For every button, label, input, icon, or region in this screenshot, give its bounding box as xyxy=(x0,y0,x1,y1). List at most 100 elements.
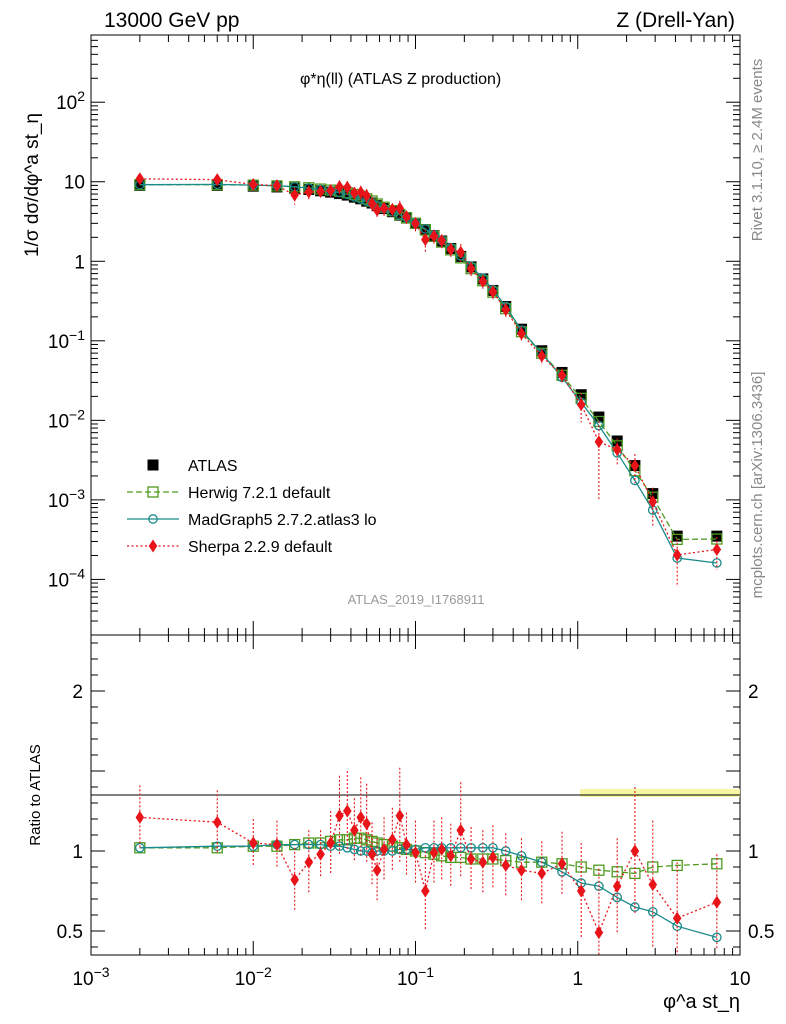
y-tick-label: 10−4 xyxy=(48,565,85,591)
madgraph-main-point xyxy=(630,475,640,486)
sherpa-ratio-point xyxy=(367,847,377,861)
sherpa-ratio-point xyxy=(135,810,145,824)
sherpa-ratio-point xyxy=(630,844,640,858)
sherpa-main-point xyxy=(712,542,722,556)
ratio-y-tick-label: 1 xyxy=(72,842,83,863)
madgraph-ratio-point xyxy=(647,906,658,917)
sherpa-main-point xyxy=(362,189,371,203)
atlas-main-point xyxy=(711,530,723,542)
sherpa-ratio-point xyxy=(326,836,335,850)
sherpa-main-point xyxy=(421,233,430,247)
sherpa-ratio-point xyxy=(466,852,476,866)
ratio-reference-band xyxy=(580,789,740,797)
sherpa-main-point xyxy=(557,368,567,382)
sherpa-ratio-point xyxy=(712,895,722,909)
sherpa-main-point xyxy=(367,197,377,211)
madgraph-ratio-point xyxy=(134,842,145,853)
x-tick-label: 1 xyxy=(572,969,583,990)
sherpa-ratio-point xyxy=(537,866,547,880)
sherpa-main-point xyxy=(388,202,397,216)
sherpa-main-point xyxy=(395,201,405,215)
sherpa-main-point xyxy=(402,210,411,224)
y-tick-label: 10−1 xyxy=(48,327,85,353)
ratio-y-tick-label: 2 xyxy=(72,682,83,703)
ratio-series-group xyxy=(134,767,723,955)
sherpa-main-point xyxy=(248,177,258,191)
madgraph-ratio-point xyxy=(612,892,623,903)
x-tick-label: 10 xyxy=(729,969,750,990)
atlas-legend-marker xyxy=(147,459,159,471)
sherpa-ratio-point xyxy=(429,846,439,860)
atlas-main-point xyxy=(647,488,659,500)
x-axis-title-text: φ^a st_η xyxy=(663,991,740,1013)
sherpa-main-point xyxy=(411,217,420,231)
sherpa-ratio-point xyxy=(272,838,282,852)
analysis-watermark: ATLAS_2019_I1768911 xyxy=(348,592,485,607)
sherpa-ratio-point xyxy=(356,810,366,824)
sherpa-main-point xyxy=(350,186,359,200)
x-tick-label: 10−1 xyxy=(397,964,434,990)
chart-title: φ*η(ll) (ATLAS Z production) xyxy=(300,71,501,88)
sherpa-main-point xyxy=(372,203,382,217)
sherpa-ratio-point xyxy=(612,879,622,893)
header-left: 13000 GeV pp xyxy=(104,9,239,32)
sherpa-main-point xyxy=(326,183,335,197)
sherpa-ratio-point xyxy=(350,823,359,837)
sherpa-ratio-point xyxy=(402,838,411,852)
sherpa-main-point xyxy=(290,188,299,202)
sherpa-main-point xyxy=(335,180,344,194)
y-tick-label: 10 xyxy=(64,173,85,194)
sherpa-main-point xyxy=(212,173,222,187)
y-axis-title: 1/σ dσ/dφ^a st_η xyxy=(22,113,43,257)
sherpa-ratio-point xyxy=(316,847,325,861)
ratio-y-axis-title: Ratio to ATLAS xyxy=(27,744,44,845)
sherpa-main-point xyxy=(135,172,145,186)
sherpa-ratio-point xyxy=(517,863,526,877)
rivet-version-label: Rivet 3.1.10, ≥ 2.4M events xyxy=(749,59,766,242)
sherpa-main-point xyxy=(612,443,622,457)
sherpa-ratio-point xyxy=(594,926,604,940)
atlas-main-point xyxy=(134,179,146,191)
madgraph-ratio-point xyxy=(349,844,360,855)
sherpa-main-point xyxy=(537,349,547,363)
sherpa-ratio-point xyxy=(379,842,389,856)
herwig-legend-marker xyxy=(147,486,159,498)
madgraph-ratio-point xyxy=(712,932,722,943)
sherpa-main-point xyxy=(672,548,682,562)
sherpa-main-point xyxy=(272,179,282,193)
sherpa-main-point xyxy=(630,459,640,473)
sherpa-main-point xyxy=(576,398,586,412)
sherpa-main-point xyxy=(501,303,511,317)
madgraph-ratio-point xyxy=(303,839,314,850)
herwig-ratio-point xyxy=(593,864,605,876)
sherpa-main-point xyxy=(429,229,439,243)
madgraph-legend-marker xyxy=(148,514,158,524)
sherpa-main-point xyxy=(648,495,658,509)
y-tick-label: 10−2 xyxy=(48,406,85,432)
ratio-y-tick-label-right: 2 xyxy=(748,682,759,703)
ratio-y-tick-label-right: 0.5 xyxy=(748,922,774,943)
ratio-y-tick-label-right: 1 xyxy=(748,842,759,863)
sherpa-ratio-point xyxy=(456,823,466,837)
mcplots-label: mcplots.cern.ch [arXiv:1306.3436] xyxy=(749,372,766,599)
sherpa-main-point xyxy=(488,285,498,299)
main-series-group xyxy=(134,172,723,587)
sherpa-ratio-point xyxy=(343,804,352,818)
sherpa-ratio-point xyxy=(648,878,658,892)
chart-title-text: φ*η(ll) (ATLAS Z production) xyxy=(300,71,501,88)
sherpa-ratio-point xyxy=(395,809,405,823)
sherpa-main-point xyxy=(343,180,352,194)
x-tick-label: 10−2 xyxy=(235,964,272,990)
sherpa-ratio-point xyxy=(212,815,222,829)
sherpa-main-point xyxy=(456,245,466,259)
sherpa-ratio-point xyxy=(335,809,344,823)
herwig-legend-label: Herwig 7.2.1 default xyxy=(188,485,331,502)
sherpa-main-point xyxy=(316,184,325,198)
sherpa-ratio-point xyxy=(501,858,511,872)
sherpa-main-point xyxy=(437,234,446,248)
sherpa-ratio-point xyxy=(290,873,299,887)
legend: ATLAS Herwig 7.2.1 default MadGraph5 2.7.2… xyxy=(127,458,377,556)
sherpa-main-point xyxy=(379,201,389,215)
sherpa-main-point xyxy=(466,262,476,276)
